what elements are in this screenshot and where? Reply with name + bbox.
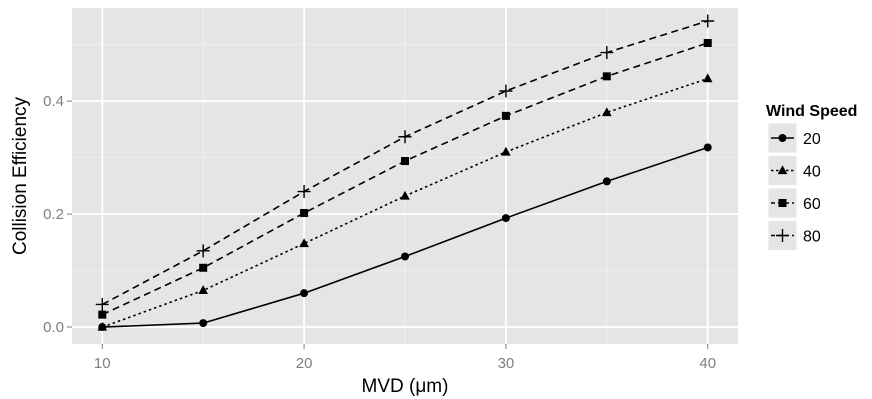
data-points [95, 14, 715, 332]
data-point-40 [702, 73, 713, 83]
data-point-20 [703, 143, 712, 152]
data-point-60 [703, 39, 712, 48]
legend-item: 40 [767, 155, 821, 186]
data-point-80 [398, 130, 412, 144]
legend-title: Wind Speed [766, 103, 857, 120]
data-point-40 [198, 285, 208, 294]
data-point-20 [300, 289, 309, 298]
data-point-60 [501, 111, 510, 120]
data-point-60 [199, 263, 208, 272]
x-tick-label: 40 [699, 355, 716, 372]
data-point-80 [297, 185, 311, 199]
legend-item: 60 [767, 187, 821, 219]
x-axis-title: MVD (μm) [362, 376, 449, 397]
data-point-60 [401, 157, 409, 166]
legend-key-marker [777, 165, 788, 175]
data-point-20 [602, 177, 611, 186]
data-point-20 [501, 214, 510, 223]
data-point-40 [299, 238, 309, 248]
legend: Wind Speed 20 40 60 80 [766, 103, 857, 251]
x-tick-label: 10 [94, 355, 111, 372]
data-point-40 [400, 190, 410, 200]
data-point-80 [600, 46, 614, 60]
data-point-80 [499, 84, 513, 98]
y-tick-label: 0.0 [43, 319, 64, 336]
x-tick-label: 30 [498, 355, 515, 372]
x-tick-label: 20 [296, 355, 313, 372]
data-point-60 [98, 310, 107, 319]
data-point-80 [196, 244, 210, 258]
data-point-40 [97, 321, 108, 331]
data-point-60 [602, 72, 611, 81]
grid [72, 8, 738, 344]
legend-key-marker [778, 199, 787, 207]
legend-item: 80 [767, 220, 821, 251]
y-axis-title: Collision Efficiency [10, 96, 31, 255]
y-tick-label: 0.4 [43, 93, 64, 110]
legend-label: 40 [803, 164, 821, 181]
y-tick-label: 0.2 [43, 206, 64, 223]
legend-key-marker [776, 229, 789, 242]
data-point-80 [701, 14, 715, 28]
data-point-20 [199, 319, 208, 328]
legend-item: 20 [767, 122, 821, 154]
legend-label: 20 [803, 131, 821, 148]
legend-label: 80 [803, 229, 821, 246]
legend-label: 60 [803, 196, 821, 213]
legend-key-marker [778, 134, 787, 142]
data-point-40 [501, 146, 511, 156]
data-point-20 [401, 252, 409, 261]
axes: 10 20 30 40 0.0 0.2 0.4 [43, 93, 716, 372]
data-point-60 [300, 208, 309, 217]
data-point-40 [602, 107, 612, 117]
data-point-80 [95, 297, 109, 311]
